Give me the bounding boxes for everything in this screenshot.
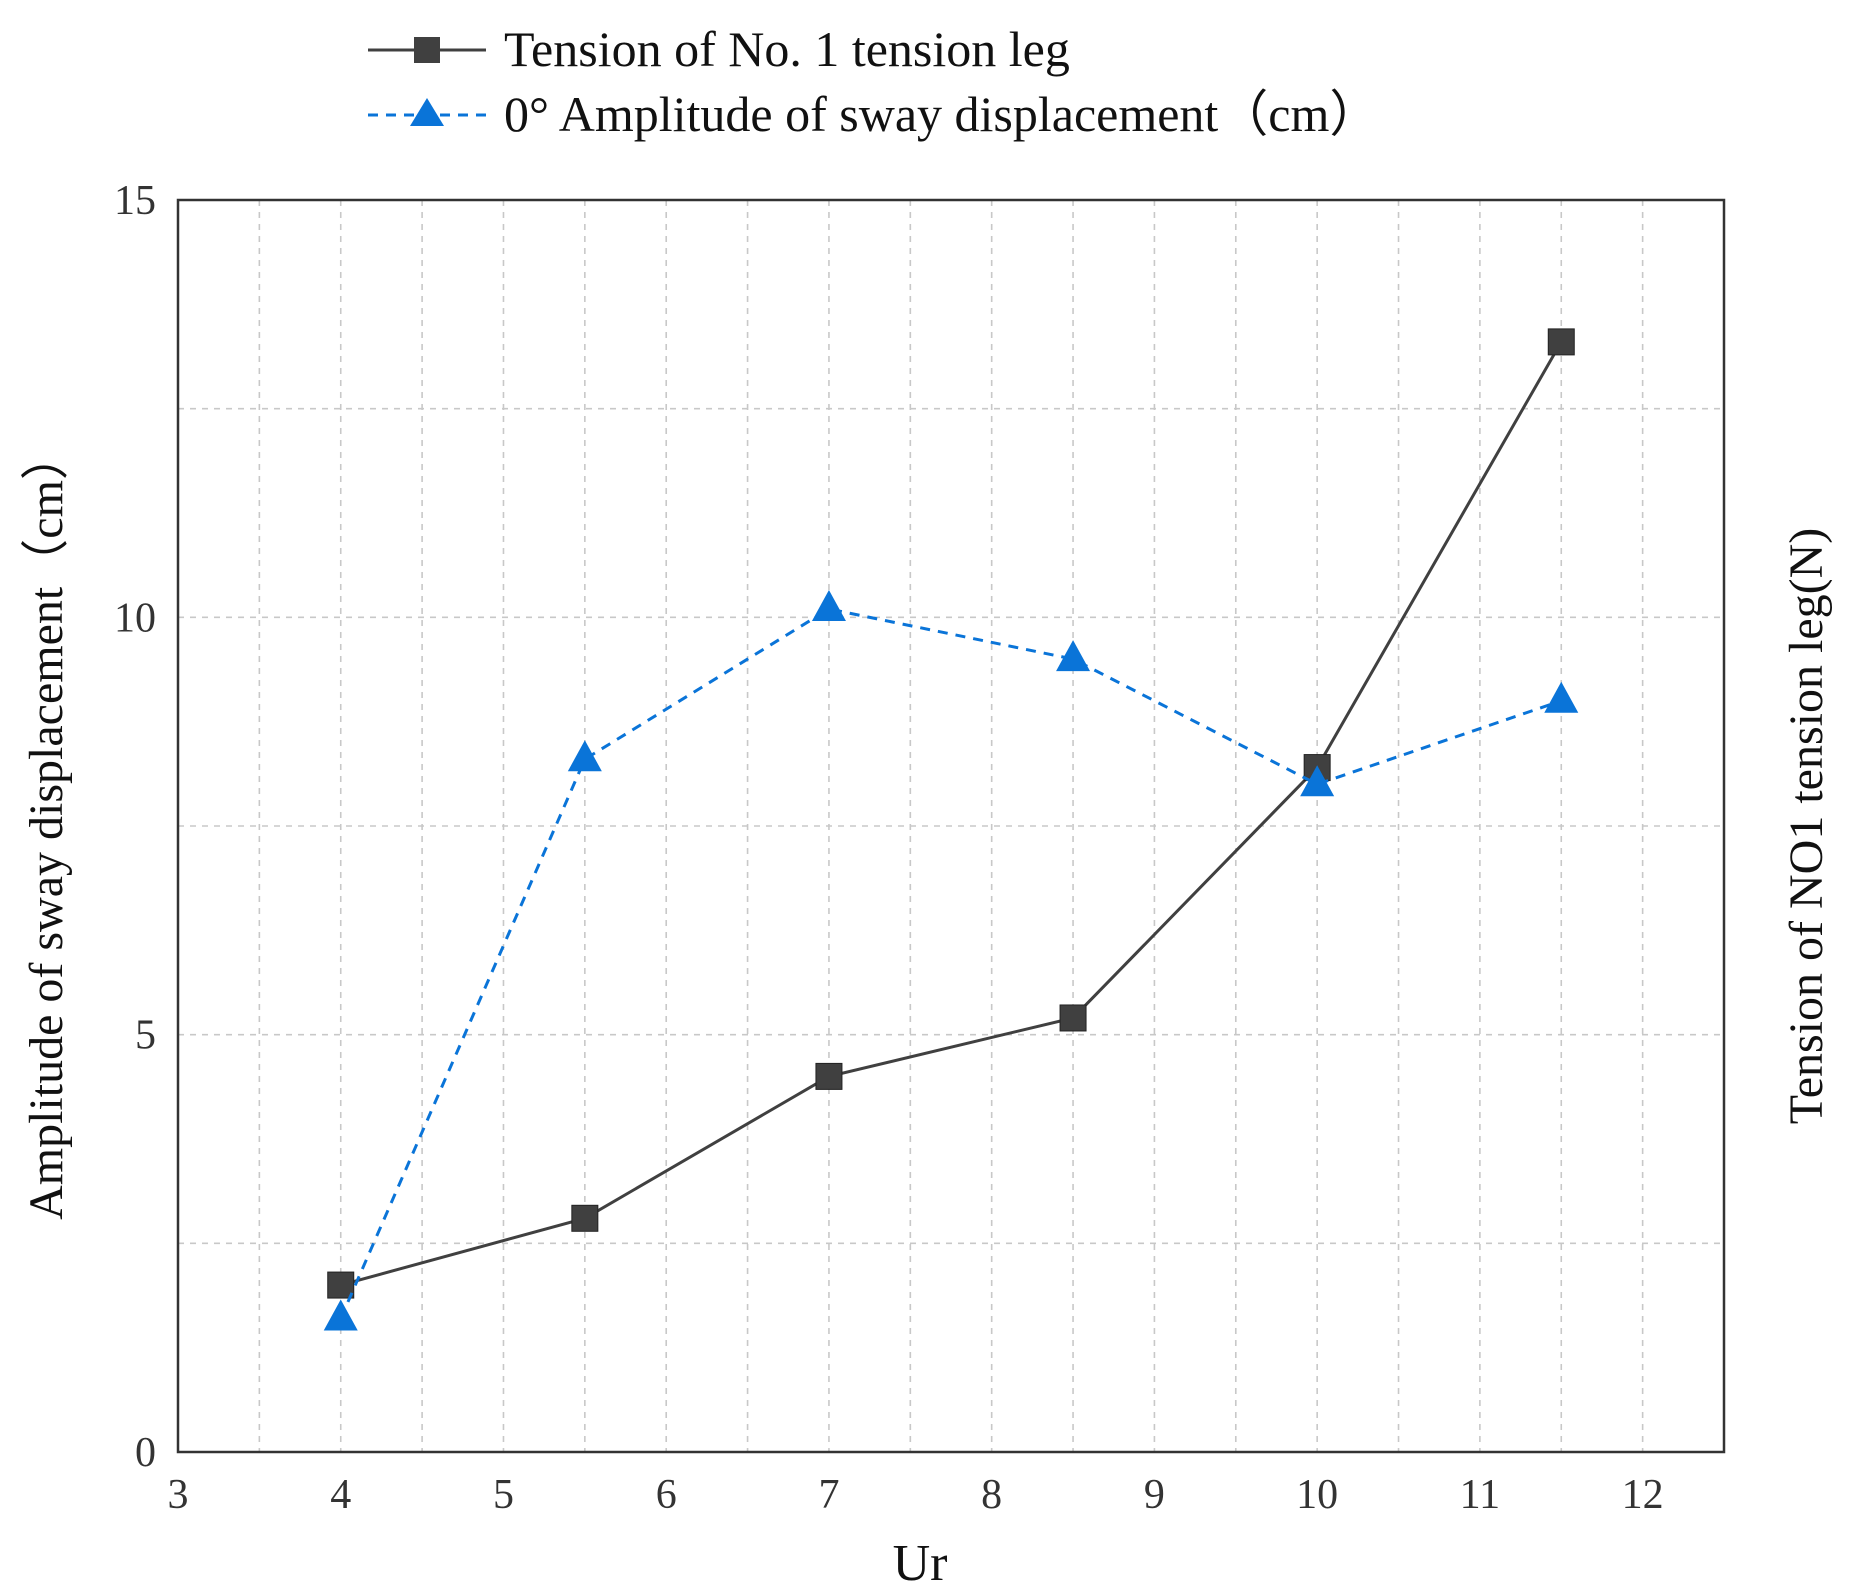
y-tick-label: 15 <box>114 178 156 224</box>
series-tension <box>327 328 1575 1299</box>
x-tick-label: 8 <box>981 1472 1002 1518</box>
series-line-tension <box>340 341 1563 1287</box>
x-tick-label: 7 <box>818 1472 839 1518</box>
grid <box>178 200 1724 1452</box>
data-point-triangle <box>1300 765 1335 797</box>
x-tick-label: 11 <box>1460 1472 1500 1518</box>
x-tick-label: 9 <box>1144 1472 1165 1518</box>
tick-labels: 3 4 5 6 7 8 9 10 11 12 0 5 10 15 <box>114 178 1664 1518</box>
data-point-square <box>1059 1004 1087 1032</box>
legend-item-sway: 0° Amplitude of sway displacement（cm） <box>368 86 1379 142</box>
x-tick-label: 3 <box>168 1472 189 1518</box>
x-tick-label: 6 <box>656 1472 677 1518</box>
legend-item-tension: Tension of No. 1 tension leg <box>368 21 1070 77</box>
data-point-square <box>571 1204 599 1232</box>
x-tick-label: 10 <box>1296 1472 1338 1518</box>
data-point-triangle <box>567 740 602 772</box>
x-tick-label: 5 <box>493 1472 514 1518</box>
series <box>323 328 1579 1331</box>
series-sway <box>323 589 1579 1331</box>
data-point-triangle <box>811 589 846 621</box>
series-line-sway <box>339 607 1562 1320</box>
legend-label-sway: 0° Amplitude of sway displacement（cm） <box>504 86 1379 142</box>
legend-marker-triangle <box>410 98 444 126</box>
y-axis-right-title: Tension of NO1 tension leg(N) <box>1780 528 1833 1125</box>
data-point-square <box>815 1062 843 1090</box>
legend: Tension of No. 1 tension leg 0° Amplitud… <box>368 21 1379 142</box>
legend-marker-square <box>414 37 440 63</box>
data-point-square <box>327 1271 355 1299</box>
x-axis-title: Ur <box>893 1535 948 1592</box>
y-tick-label: 5 <box>135 1013 156 1059</box>
data-point-square <box>1547 328 1575 356</box>
x-tick-label: 12 <box>1622 1472 1664 1518</box>
data-point-triangle <box>323 1299 358 1331</box>
y-axis-title: Amplitude of sway displacement（cm） <box>20 432 73 1220</box>
legend-label-tension: Tension of No. 1 tension leg <box>504 21 1070 77</box>
data-point-triangle <box>1056 640 1091 672</box>
plot-area <box>176 198 1726 1454</box>
y-tick-label: 10 <box>114 595 156 641</box>
y-tick-label: 0 <box>135 1430 156 1476</box>
data-point-triangle <box>1544 681 1579 713</box>
x-tick-label: 4 <box>330 1472 351 1518</box>
